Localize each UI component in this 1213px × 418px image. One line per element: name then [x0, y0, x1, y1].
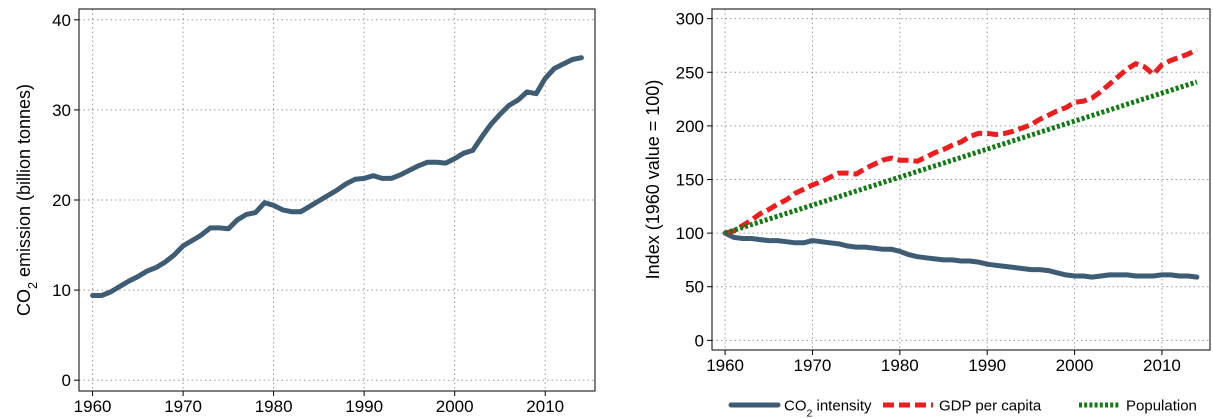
x-tick-label: 1980 [881, 356, 919, 375]
x-tick-label: 1980 [255, 397, 293, 416]
series-line-1 [722, 230, 1200, 280]
x-tick-label: 1960 [74, 397, 112, 416]
y-tick-label: 300 [676, 10, 704, 29]
x-tick-label: 2010 [1143, 356, 1181, 375]
x-tick-label: 2000 [436, 397, 474, 416]
chart-panel-2: 0 50 100 150 200 250 300 1960 1970 1980 1990 2000 20… [643, 8, 1211, 375]
y-axis-title: Index (1960 value = 100) [643, 80, 663, 280]
y-tick-label: 100 [676, 224, 704, 243]
y-tick-label: 200 [676, 117, 704, 136]
legend-label-1: CO2 intensity [784, 398, 872, 418]
x-tick-label: 1960 [706, 356, 744, 375]
x-tick-label: 1970 [164, 397, 202, 416]
x-tick-label: 1990 [968, 356, 1006, 375]
y-tick-label: 30 [52, 101, 71, 120]
series-line-2 [724, 47, 1199, 236]
y-tick-label: 150 [676, 171, 704, 190]
chart-panel-1: 0 10 20 30 40 1960 1970 1980 1990 2000 2010 CO2 emi… [14, 8, 596, 416]
y-axis-title: CO2 emission (billion tonnes) [14, 84, 40, 316]
legend: CO2 intensity GDP per capita Population [728, 398, 1197, 418]
y-tick-label: 10 [52, 281, 71, 300]
series-line-3 [724, 79, 1198, 236]
x-tick-label: 2000 [1056, 356, 1094, 375]
y-tick-label: 20 [52, 191, 71, 210]
legend-label-2: GDP per capita [939, 398, 1042, 415]
y-tick-label: 250 [676, 63, 704, 82]
x-tick-label: 1990 [345, 397, 383, 416]
y-tick-label: 0 [695, 331, 704, 350]
y-tick-label: 50 [685, 278, 704, 297]
series-line-1 [90, 55, 584, 298]
x-tick-label: 1970 [794, 356, 832, 375]
legend-label-3: Population [1126, 398, 1197, 415]
x-tick-label: 2010 [526, 397, 564, 416]
y-tick-label: 40 [52, 11, 71, 30]
y-tick-label: 0 [62, 371, 71, 390]
